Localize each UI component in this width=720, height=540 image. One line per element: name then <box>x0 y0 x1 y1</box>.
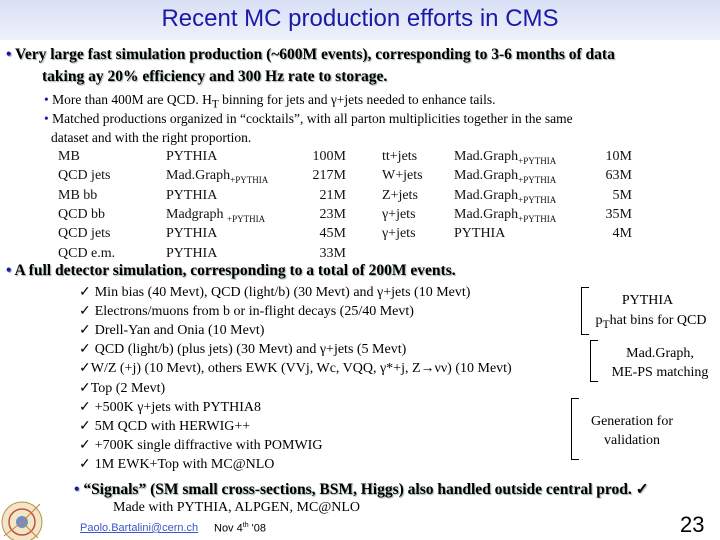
note-me-ps: ME-PS matching <box>611 365 709 380</box>
check-mark-icon: ✓ <box>79 456 91 472</box>
bullet-3-line-2: Made with PYTHIA, ALPGEN, MC@NLO <box>113 500 360 515</box>
checklist-item-text: 1M EWK+Top with MC@NLO <box>94 456 275 472</box>
table-cell-count: 33M <box>319 245 346 261</box>
brace-pythia <box>581 287 592 335</box>
table-cell-name: γ+jets <box>382 226 416 242</box>
checklist-item-text: +500K γ+jets with PYTHIA8 <box>94 399 261 415</box>
check-mark: ✓ <box>635 481 649 498</box>
check-mark-icon: ✓ <box>79 380 91 396</box>
check-mark-icon: ✓ <box>79 342 91 358</box>
note-pythia: PYTHIA <box>621 293 674 308</box>
table-cell-name: Z+jets <box>382 187 418 203</box>
brace-validation <box>571 398 582 460</box>
table-cell-generator: PYTHIA <box>454 226 506 242</box>
checklist-item: ✓ Drell-Yan and Onia (10 Mevt) <box>79 322 264 339</box>
note-generation: Generation for <box>590 414 674 429</box>
check-mark-icon: ✓ <box>79 304 91 320</box>
table-cell-generator: Mad.Graph+PYTHIA <box>166 168 269 186</box>
table-cell-generator: Mad.Graph+PYTHIA <box>454 187 557 205</box>
check-mark-icon: ✓ <box>79 361 91 377</box>
table-cell-count: 35M <box>605 206 632 222</box>
bullet-1-line-1: Very large fast simulation production (~… <box>15 46 615 63</box>
table-cell-generator: PYTHIA <box>166 149 218 164</box>
title-bar <box>0 0 720 40</box>
checklist-item-text: 5M QCD with HERWIG++ <box>94 418 251 434</box>
sub-bullet-2-line-2: dataset and with the right proportion. <box>51 130 252 145</box>
checklist-item: ✓ +700K single diffractive with POMWIG <box>79 437 322 454</box>
checklist-item-text: QCD (light/b) (plus jets) (30 Mevt) and … <box>94 342 407 358</box>
table-cell-generator: Mad.Graph+PYTHIA <box>454 206 557 224</box>
table-cell-count: 10M <box>605 149 632 164</box>
checklist-item: ✓ 1M EWK+Top with MC@NLO <box>79 456 274 473</box>
author-email-link[interactable]: Paolo.Bartalini@cern.ch <box>80 522 199 534</box>
slide-title: Recent MC production efforts in CMS <box>161 5 559 32</box>
footer-date: Nov 4th '08 <box>214 522 266 535</box>
check-mark-icon: ✓ <box>79 285 91 300</box>
table-cell-count: 4M <box>612 226 632 242</box>
bullet-marker: • <box>6 46 12 63</box>
cms-logo <box>0 492 48 540</box>
note-validation: validation <box>604 433 660 448</box>
table-cell-count: 21M <box>319 187 346 203</box>
sub-bullet-2: • Matched productions organized in “cock… <box>44 111 573 126</box>
checklist-item: ✓ Min bias (40 Mevt), QCD (light/b) (30 M… <box>79 284 470 301</box>
checklist-item: ✓W/Z (+j) (10 Mevt), others EWK (VVj, Wc… <box>79 360 512 377</box>
table-cell-count: 63M <box>605 168 632 184</box>
table-cell-count: 217M <box>312 168 346 184</box>
checklist-item-text: Electrons/muons from b or in-flight deca… <box>94 304 414 320</box>
table-cell-name: tt+jets <box>382 149 418 164</box>
table-cell-generator: PYTHIA <box>166 245 218 261</box>
table-cell-generator: Madgraph +PYTHIA <box>166 206 266 224</box>
checklist-item-text: W/Z (+j) (10 Mevt), others EWK (VVj, Wc,… <box>90 361 512 377</box>
bullet-1: • Very large fast simulation production … <box>6 46 615 64</box>
checklist-item: ✓Top (2 Mevt) <box>79 380 165 397</box>
table-cell-name: γ+jets <box>382 206 416 222</box>
check-mark-icon: ✓ <box>79 399 91 415</box>
table-cell-count: 23M <box>319 206 346 222</box>
table-cell-name: MB bb <box>58 187 98 203</box>
checklist-item: ✓ Electrons/muons from b or in-flight dec… <box>79 303 414 320</box>
table-cell-count: 100M <box>312 149 346 164</box>
check-mark-icon: ✓ <box>79 323 91 339</box>
table-cell-name: QCD bb <box>58 206 106 222</box>
bullet-2: • A full detector simulation, correspond… <box>6 262 456 279</box>
check-mark-icon: ✓ <box>79 437 91 453</box>
checklist-item: ✓ QCD (light/b) (plus jets) (30 Mevt) and… <box>79 341 406 358</box>
page-number: 23 <box>680 512 705 537</box>
checklist-item-text: Min bias (40 Mevt), QCD (light/b) (30 Me… <box>94 285 471 300</box>
table-cell-generator: Mad.Graph+PYTHIA <box>454 149 557 166</box>
checklist-item-text: Drell-Yan and Onia (10 Mevt) <box>94 323 265 339</box>
table-cell-name: QCD jets <box>58 168 111 184</box>
table-cell-name: QCD jets <box>58 226 111 242</box>
checklist-item: ✓ 5M QCD with HERWIG++ <box>79 418 250 435</box>
table-cell-count: 45M <box>319 226 346 242</box>
check-mark-icon: ✓ <box>79 418 91 434</box>
table-cell-name: QCD e.m. <box>58 245 116 261</box>
table-cell-count: 5M <box>612 187 632 203</box>
table-cell-generator: PYTHIA <box>166 226 218 242</box>
note-madgraph: Mad.Graph, <box>626 346 694 361</box>
table-cell-generator: Mad.Graph+PYTHIA <box>454 168 557 186</box>
bullet-1-line-2: taking ay 20% efficiency and 300 Hz rate… <box>42 68 388 85</box>
table-cell-generator: PYTHIA <box>166 187 218 203</box>
checklist-item-text: Top (2 Mevt) <box>90 380 166 396</box>
checklist-item-text: +700K single diffractive with POMWIG <box>94 437 323 453</box>
note-pt-hat: pThat bins for QCD <box>595 313 707 331</box>
table-cell-name: MB <box>58 149 80 164</box>
bullet-3: • “Signals” (SM small cross-sections, BS… <box>74 481 649 498</box>
brace-madgraph <box>590 340 601 382</box>
checklist-item: ✓ +500K γ+jets with PYTHIA8 <box>79 399 261 416</box>
sub-bullet-1: • More than 400M are QCD. HT binning for… <box>44 92 496 111</box>
table-cell-name: W+jets <box>382 168 423 184</box>
